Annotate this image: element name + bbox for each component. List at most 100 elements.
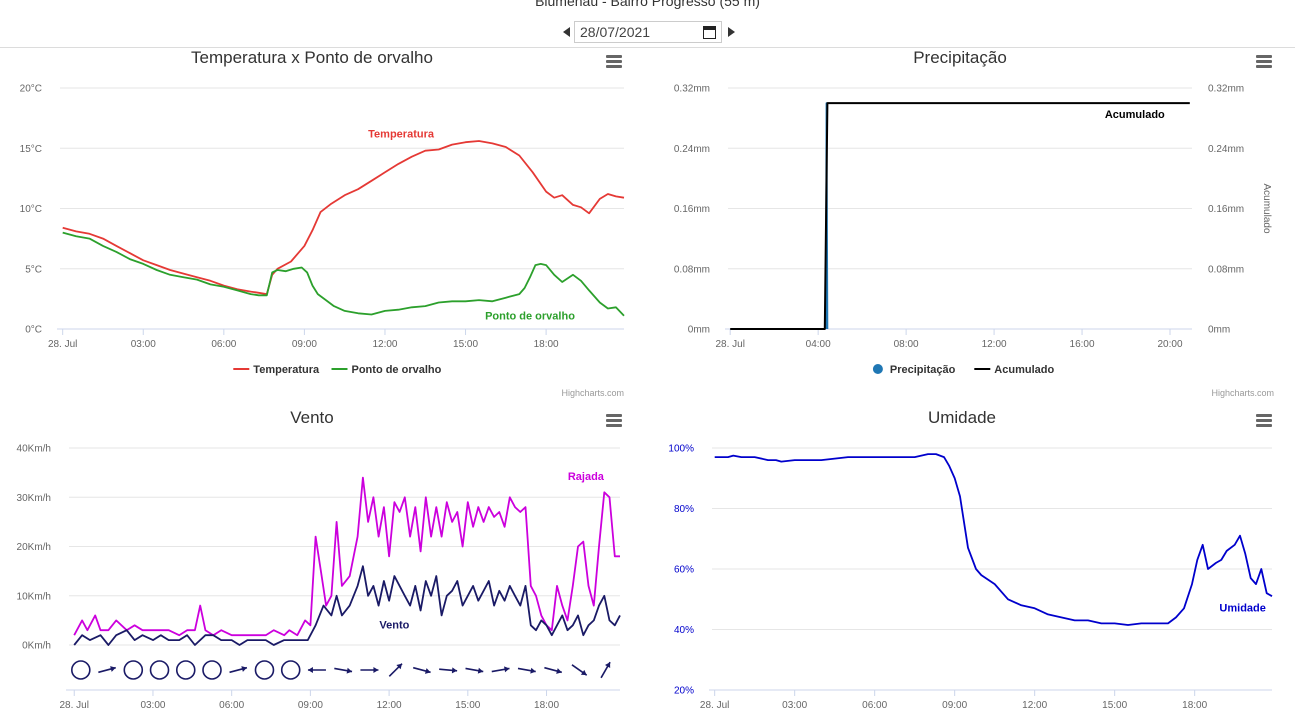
highcharts-credit: Highcharts.com	[561, 388, 624, 398]
x-tick-label: 03:00	[140, 700, 165, 711]
y-tick-label: 30Km/h	[17, 493, 51, 504]
x-tick-label: 06:00	[862, 700, 887, 711]
x-tick-label: 15:00	[453, 339, 478, 350]
x-tick-label: 09:00	[292, 339, 317, 350]
legend-label-precipitacao: Precipitação	[890, 364, 956, 376]
y2-tick-label: 0.08mm	[1208, 264, 1244, 275]
wind-arrow-head	[451, 667, 458, 674]
y-tick-label: 0.16mm	[674, 204, 710, 215]
calendar-icon[interactable]	[703, 25, 716, 39]
y-tick-label: 0°C	[25, 325, 42, 336]
series-line-rajada	[73, 476, 620, 637]
temperature-chart: Temperatura x Ponto de orvalho 0°C 5°C 10°C…	[20, 48, 625, 398]
y-tick-label: 0Km/h	[22, 641, 51, 652]
x-tick-label: 28. Jul	[48, 339, 77, 350]
date-value: 28/07/2021	[580, 24, 651, 40]
header-divider	[0, 47, 1295, 48]
calm-wind-circle	[71, 660, 91, 680]
date-field[interactable]: 28/07/2021	[574, 21, 722, 43]
y-tick-label: 60%	[674, 565, 694, 576]
wind-arrow-head	[556, 668, 562, 674]
series-line-umidade	[714, 453, 1273, 626]
y-tick-label: 15°C	[20, 144, 42, 155]
series-label-umidade: Umidade	[1219, 602, 1265, 614]
legend-label-acumulado: Acumulado	[994, 364, 1054, 376]
y-tick-label: 5°C	[25, 264, 42, 275]
x-tick-label: 03:00	[131, 339, 156, 350]
y-tick-label: 100%	[668, 444, 694, 455]
x-tick-label: 18:00	[534, 339, 559, 350]
next-day-arrow-icon[interactable]	[728, 27, 735, 37]
calm-wind-circle	[280, 660, 301, 680]
x-tick-label: 04:00	[806, 339, 831, 350]
highcharts-credit: Highcharts.com	[1211, 388, 1274, 398]
x-tick-label: 12:00	[377, 700, 402, 711]
calm-wind-circle	[254, 660, 275, 680]
precipitation-chart-panel: Precipitação 0mm 0mm 0.08mm 0.08mm 0.16mm 0.16…	[650, 48, 1290, 403]
series-line-acumulado	[730, 102, 1190, 330]
series-line-ponto-de-orvalho	[62, 231, 625, 317]
wind-chart: Vento 0Km/h 10Km/h 20Km/h 30Km/h 40Km/h 28. Ju…	[17, 408, 621, 711]
wind-arrow-head	[307, 667, 313, 673]
x-tick-label: 03:00	[782, 700, 807, 711]
chart-menu-icon[interactable]	[606, 55, 622, 68]
chart-title: Precipitação	[913, 48, 1007, 67]
date-navigator: 28/07/2021	[563, 20, 735, 44]
chart-menu-icon[interactable]	[1256, 55, 1272, 68]
y2-tick-label: 0mm	[1208, 325, 1230, 336]
series-label-rajada: Rajada	[568, 471, 605, 483]
wind-arrow-head	[373, 667, 379, 673]
x-tick-label: 09:00	[298, 700, 323, 711]
chart-menu-icon[interactable]	[1256, 414, 1272, 427]
legend-label-ponto-de-orvalho: Ponto de orvalho	[352, 364, 442, 376]
wind-arrow-head	[504, 666, 510, 673]
wind-chart-panel: Vento 0Km/h 10Km/h 20Km/h 30Km/h 40Km/h 28. Ju…	[0, 405, 640, 717]
legend-label-temperatura: Temperatura	[253, 364, 320, 376]
wind-arrow-head	[241, 666, 247, 672]
wind-arrow-head	[346, 667, 353, 674]
x-tick-label: 18:00	[1182, 700, 1207, 711]
y-tick-label: 20°C	[20, 84, 42, 95]
series-label-temperatura: Temperatura	[368, 128, 435, 140]
wind-arrow-head	[396, 663, 403, 670]
series-line-temperatura	[62, 140, 625, 295]
x-tick-label: 06:00	[211, 339, 236, 350]
station-title: Blumenau - Bairro Progresso (55 m)	[535, 0, 760, 9]
x-tick-label: 16:00	[1070, 339, 1095, 350]
wind-arrow-head	[580, 669, 587, 676]
chart-title: Umidade	[928, 408, 996, 427]
chart-title: Temperatura x Ponto de orvalho	[191, 48, 433, 67]
y-tick-label: 40%	[674, 625, 694, 636]
x-tick-label: 08:00	[894, 339, 919, 350]
series-line-vento	[73, 565, 621, 646]
precipitation-chart: Precipitação 0mm 0mm 0.08mm 0.08mm 0.16mm 0.16…	[674, 48, 1274, 398]
y-tick-label: 10Km/h	[17, 591, 51, 602]
y-tick-label: 80%	[674, 504, 694, 515]
y-tick-label: 20Km/h	[17, 542, 51, 553]
y-tick-label: 0mm	[688, 325, 710, 336]
temperature-chart-panel: Temperatura x Ponto de orvalho 0°C 5°C 10°C…	[0, 48, 640, 403]
y-tick-label: 10°C	[20, 204, 42, 215]
wind-arrow-head	[477, 667, 484, 674]
previous-day-arrow-icon[interactable]	[563, 27, 570, 37]
calm-wind-circle	[149, 660, 170, 680]
x-tick-label: 09:00	[942, 700, 967, 711]
legend-symbol-precipitacao	[872, 364, 883, 374]
series-label-acumulado: Acumulado	[1105, 109, 1165, 121]
series-label-ponto-de-orvalho: Ponto de orvalho	[485, 310, 575, 322]
wind-arrow-head	[110, 666, 116, 672]
wind-arrow-head	[604, 662, 611, 669]
calm-wind-circle	[123, 660, 144, 680]
y2-tick-label: 0.24mm	[1208, 144, 1244, 155]
x-tick-label: 28. Jul	[700, 700, 729, 711]
x-tick-label: 06:00	[219, 700, 244, 711]
chart-menu-icon[interactable]	[606, 414, 622, 427]
calm-wind-circle	[175, 660, 196, 680]
x-tick-label: 12:00	[372, 339, 397, 350]
y-tick-label: 0.24mm	[674, 144, 710, 155]
x-tick-label: 12:00	[1022, 700, 1047, 711]
y2-tick-label: 0.16mm	[1208, 204, 1244, 215]
x-tick-label: 18:00	[534, 700, 559, 711]
x-tick-label: 28. Jul	[60, 700, 89, 711]
y-tick-label: 20%	[674, 686, 694, 697]
